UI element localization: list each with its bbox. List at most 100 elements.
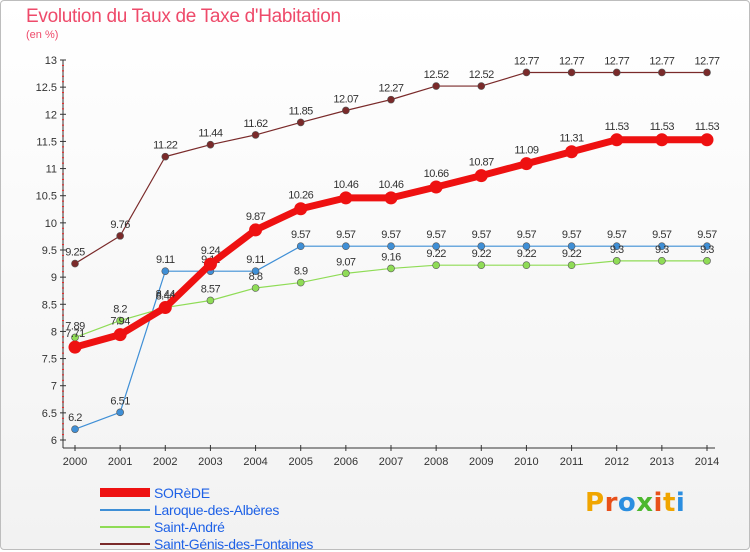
data-label-saint-g-nis-des-fontaines: 12.77 <box>514 55 539 67</box>
data-point-saint-g-nis-des-fontaines <box>251 131 260 139</box>
x-tick-label: 2006 <box>334 456 358 468</box>
data-label-sor-de: 11.53 <box>605 121 630 133</box>
logo-letter: x <box>636 488 654 518</box>
data-point-sor-de <box>655 133 669 147</box>
legend-item-saint-andre: Saint-André <box>100 518 313 535</box>
data-point-sor-de <box>113 328 127 342</box>
legend: SORèDE Laroque-des-Albères Saint-André S… <box>100 484 313 552</box>
data-label-sor-de: 9.24 <box>201 245 221 257</box>
data-label-saint-g-nis-des-fontaines: 12.27 <box>378 83 403 95</box>
x-tick-label: 2002 <box>153 456 177 468</box>
data-label-saint-g-nis-des-fontaines: 12.77 <box>559 55 584 67</box>
legend-label-saint-andre: Saint-André <box>154 518 225 535</box>
data-point-sor-de <box>700 133 714 147</box>
data-point-saint-andr- <box>522 261 531 270</box>
data-point-saint-andr- <box>206 296 215 305</box>
y-tick-label: 8.5 <box>42 299 57 311</box>
data-label-saint-andr-: 9.07 <box>336 256 356 268</box>
data-point-sor-de <box>384 191 398 205</box>
data-point-saint-g-nis-des-fontaines <box>703 68 711 77</box>
y-tick-label: 9 <box>51 272 57 284</box>
data-label-saint-andr-: 8.9 <box>294 266 308 278</box>
x-tick-label: 2012 <box>604 456 628 468</box>
data-label-saint-andr-: 9.22 <box>517 248 537 260</box>
y-tick-label: 9.5 <box>42 245 57 257</box>
data-label-sor-de: 11.53 <box>650 121 675 133</box>
data-label-sor-de: 7.71 <box>65 328 85 340</box>
logo-letter: i <box>653 488 663 518</box>
data-label-saint-g-nis-des-fontaines: 11.22 <box>153 140 178 152</box>
legend-item-sorede: SORèDE <box>100 484 313 501</box>
data-point-saint-andr- <box>477 261 486 270</box>
data-point-saint-g-nis-des-fontaines <box>161 152 170 161</box>
legend-swatch-saint-genis <box>100 542 150 545</box>
data-point-sor-de <box>474 169 488 183</box>
data-label-sor-de: 10.26 <box>288 190 313 202</box>
x-tick-label: 2014 <box>695 456 719 468</box>
logo-letter: o <box>617 488 637 518</box>
x-tick-label: 2008 <box>424 456 448 468</box>
data-point-laroque-des-alb-res <box>658 242 666 250</box>
data-label-sor-de: 7.94 <box>110 316 130 328</box>
data-label-saint-andr-: 8.2 <box>113 304 127 316</box>
x-tick-label: 2003 <box>198 456 222 468</box>
logo-letter: r <box>604 488 618 518</box>
data-point-saint-andr- <box>251 284 260 292</box>
data-point-laroque-des-alb-res <box>703 242 711 250</box>
data-point-laroque-des-alb-res <box>567 242 576 250</box>
x-tick-label: 2011 <box>560 456 584 468</box>
x-tick-label: 2005 <box>288 456 312 468</box>
data-label-saint-andr-: 7.89 <box>65 320 85 332</box>
data-label-sor-de: 10.87 <box>469 157 494 169</box>
data-label-saint-g-nis-des-fontaines: 12.52 <box>424 69 449 81</box>
x-tick-label: 2001 <box>108 456 132 468</box>
data-point-saint-andr- <box>296 278 305 287</box>
data-point-laroque-des-alb-res <box>342 242 350 250</box>
data-point-saint-andr- <box>612 257 621 265</box>
data-point-saint-g-nis-des-fontaines <box>387 95 395 104</box>
data-point-saint-g-nis-des-fontaines <box>522 68 531 77</box>
data-label-saint-g-nis-des-fontaines: 11.44 <box>198 128 223 140</box>
y-tick-label: 7.5 <box>42 354 57 366</box>
y-tick-label: 12.5 <box>36 82 57 94</box>
data-point-saint-andr- <box>342 269 350 278</box>
data-point-saint-andr- <box>703 257 711 265</box>
data-label-saint-andr-: 9.3 <box>610 244 624 256</box>
data-label-laroque-des-alb-res: 9.11 <box>156 254 175 266</box>
data-point-saint-andr- <box>116 316 124 325</box>
data-label-laroque-des-alb-res: 9.57 <box>381 229 401 241</box>
data-label-sor-de: 8.44 <box>156 289 176 301</box>
data-label-saint-g-nis-des-fontaines: 12.77 <box>694 55 719 67</box>
data-point-sor-de <box>68 340 82 354</box>
data-label-sor-de: 11.53 <box>695 121 720 133</box>
data-label-laroque-des-alb-res: 9.57 <box>517 229 537 241</box>
data-label-saint-g-nis-des-fontaines: 12.52 <box>469 69 494 81</box>
data-point-sor-de <box>429 180 443 194</box>
data-label-saint-g-nis-des-fontaines: 12.77 <box>649 55 674 67</box>
y-tick-label: 11.5 <box>36 136 57 148</box>
y-tick-label: 6 <box>51 435 57 447</box>
data-point-saint-g-nis-des-fontaines <box>567 68 576 77</box>
data-point-laroque-des-alb-res <box>296 242 305 250</box>
legend-label-laroque: Laroque-des-Albères <box>154 501 280 518</box>
chart-unit: (en %) <box>26 29 59 41</box>
data-label-laroque-des-alb-res: 9.57 <box>291 229 311 241</box>
data-point-laroque-des-alb-res <box>71 425 79 433</box>
y-tick-label: 13 <box>45 55 57 67</box>
data-label-saint-g-nis-des-fontaines: 11.85 <box>289 105 314 117</box>
data-label-saint-g-nis-des-fontaines: 12.77 <box>604 55 629 67</box>
data-label-sor-de: 11.09 <box>514 145 539 157</box>
data-label-saint-andr-: 8.57 <box>201 283 221 295</box>
x-tick-label: 2013 <box>650 456 674 468</box>
data-point-saint-g-nis-des-fontaines <box>71 259 79 268</box>
data-label-saint-andr-: 9.22 <box>426 248 446 260</box>
x-tick-label: 2009 <box>469 456 493 468</box>
data-point-sor-de <box>610 133 624 147</box>
x-tick-label: 2010 <box>514 456 538 468</box>
data-point-laroque-des-alb-res <box>387 242 395 250</box>
data-label-saint-g-nis-des-fontaines: 9.25 <box>65 247 85 259</box>
data-label-saint-andr-: 9.16 <box>381 251 401 263</box>
y-tick-label: 10 <box>45 218 57 230</box>
